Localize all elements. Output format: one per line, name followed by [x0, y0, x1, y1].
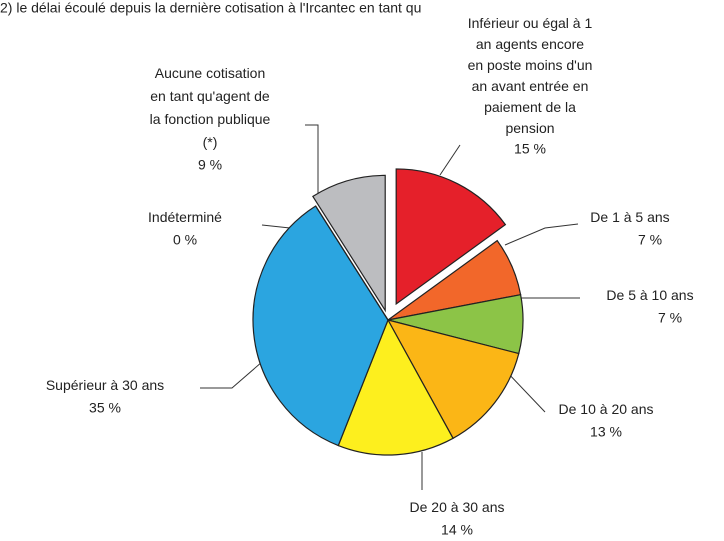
leader-lines	[200, 124, 580, 490]
slice-label: De 20 à 30 ans	[410, 499, 505, 515]
label-line: en poste moins d'un	[468, 57, 593, 73]
label-line: en tant qu'agent de	[150, 88, 270, 104]
pie-slice	[312, 174, 386, 313]
leader-line	[261, 224, 291, 229]
pie-slice	[252, 205, 389, 447]
slice-label: Indéterminé	[148, 209, 222, 225]
value-label: 15 %	[514, 141, 546, 157]
pie-slice	[386, 319, 520, 440]
leader-line	[504, 369, 546, 413]
slice-label: De 1 à 5 ans	[590, 209, 669, 225]
label-line: (*)	[203, 134, 218, 150]
label-line: De 1 à 5 ans	[590, 209, 669, 225]
value-label: 7 %	[658, 310, 682, 326]
label-line: Aucune cotisation	[155, 65, 266, 81]
label-line: paiement de la	[484, 99, 576, 115]
slice-label: De 5 à 10 ans	[606, 287, 693, 303]
label-line: Inférieur ou égal à 1	[468, 15, 593, 31]
value-label: 7 %	[638, 232, 662, 248]
leader-line	[439, 144, 461, 176]
slice-label: De 10 à 20 ans	[559, 401, 654, 417]
leader-line	[200, 354, 271, 389]
label-line: Indéterminé	[148, 209, 222, 225]
slice-label: Supérieur à 30 ans	[46, 377, 164, 393]
value-label: 13 %	[590, 424, 622, 440]
value-label: 35 %	[89, 400, 121, 416]
label-line: an agents encore	[476, 36, 584, 52]
label-line: pension	[505, 120, 554, 136]
value-label: 9 %	[198, 157, 222, 173]
label-line: an avant entrée en	[472, 78, 589, 94]
value-label: 0 %	[173, 232, 197, 248]
slice-label: Inférieur ou égal à 1 an agents encore en …	[468, 15, 593, 136]
value-label: 14 %	[441, 522, 473, 538]
label-line: De 20 à 30 ans	[410, 499, 505, 515]
leader-line	[504, 223, 579, 246]
pie-slice	[337, 318, 454, 456]
label-line: De 10 à 20 ans	[559, 401, 654, 417]
slice-label: Aucune cotisation en tant qu'agent de la f…	[150, 65, 271, 150]
chart-title: 2) le délai écoulé depuis la dernière co…	[0, 0, 421, 16]
label-line: la fonction publique	[150, 111, 271, 127]
label-line: De 5 à 10 ans	[606, 287, 693, 303]
pie-slice	[395, 168, 507, 306]
label-line: Supérieur à 30 ans	[46, 377, 164, 393]
pie-slice	[315, 205, 389, 321]
leader-line	[305, 124, 319, 200]
